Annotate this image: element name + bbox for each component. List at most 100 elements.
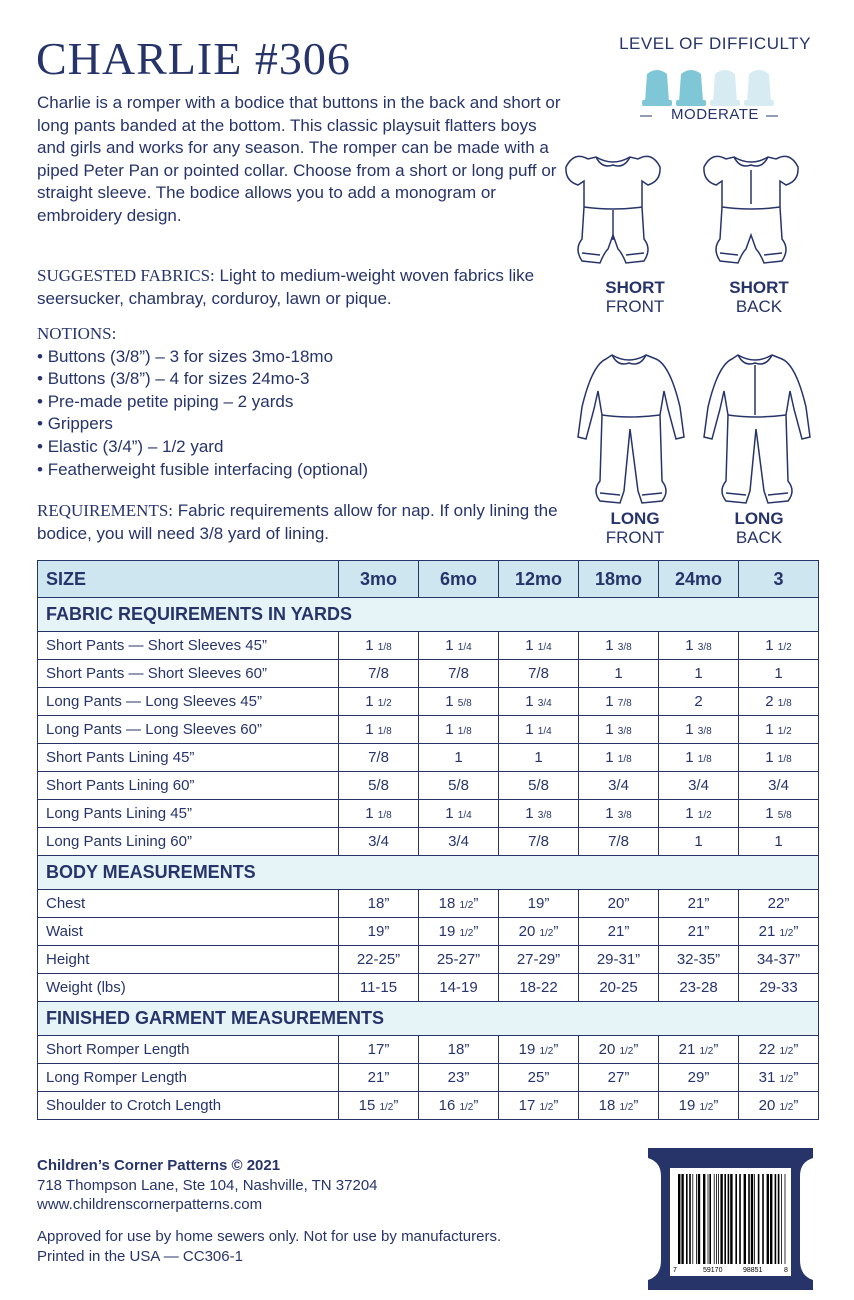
bar-line (743, 1174, 746, 1264)
bar-line (686, 1174, 688, 1264)
value-cell: 21” (658, 889, 739, 918)
bar-line (739, 1174, 741, 1264)
value-cell: 1 1/8 (418, 715, 499, 744)
value-cell: 1 (658, 827, 739, 856)
value-cell: 25-27” (418, 945, 499, 974)
row-label: Long Pants Lining 60” (37, 827, 339, 856)
bar-line (754, 1174, 755, 1264)
text: Light to medium-weight woven fabrics lik… (37, 266, 535, 308)
row-label: Weight (lbs) (37, 973, 339, 1002)
value-cell: 1 1/2 (658, 799, 739, 828)
value-cell: 1 3/8 (578, 631, 659, 660)
row-label: Short Pants — Short Sleeves 60” (37, 659, 339, 688)
data-row: Height 22-25” 25-27” 27-29” 29-31” 32-35” 34-3… (37, 945, 819, 974)
value-cell: 21” (338, 1063, 419, 1092)
value-cell: 14-19 (418, 973, 499, 1002)
value-cell: 1 1/8 (338, 715, 419, 744)
bar-line (713, 1174, 715, 1264)
value-cell: 1 1/2 (338, 687, 419, 716)
row-label: Long Romper Length (37, 1063, 339, 1092)
row-label: Short Pants Lining 45” (37, 743, 339, 772)
bar-line (774, 1174, 777, 1264)
value-cell: 3/4 (338, 827, 419, 856)
value-cell: 18” (338, 889, 419, 918)
value-cell: 31 1/2” (738, 1063, 819, 1092)
value-cell: 1 1/8 (578, 743, 659, 772)
value-cell: 25” (498, 1063, 579, 1092)
value-cell: 27-29” (498, 945, 579, 974)
value-cell: 29” (658, 1063, 739, 1092)
header-row: SIZE 3mo 6mo 12mo 18mo 24mo 3 (37, 560, 819, 598)
requirements: REQUIREMENTS: Fabric requirements allow … (37, 500, 567, 545)
intro: Charlie is a romper with a bodice that b… (37, 93, 561, 225)
value-cell: 20 1/2” (738, 1091, 819, 1120)
value-cell: 32-35” (658, 945, 739, 974)
value-cell: 1 (498, 743, 579, 772)
notion-item: Featherweight fusible interfacing (optio… (37, 459, 567, 482)
header-cell: 12mo (498, 560, 579, 598)
view-line2: BACK (735, 528, 783, 547)
row-label: Chest (37, 889, 339, 918)
row-label: Short Pants — Short Sleeves 45” (37, 631, 339, 660)
value-cell: 11-15 (338, 973, 419, 1002)
label: NOTIONS: (37, 324, 117, 343)
value-cell: 22” (738, 889, 819, 918)
suggested-fabrics: SUGGESTED FABRICS: Light to medium-weigh… (37, 265, 567, 310)
value-cell: 20 1/2” (578, 1035, 659, 1064)
bar-line (766, 1174, 769, 1264)
value-cell: 18 1/2” (418, 889, 499, 918)
value-cell: 18 1/2” (578, 1091, 659, 1120)
view-line1: LONG (734, 509, 784, 528)
value-cell: 1 1/8 (338, 631, 419, 660)
title: CHARLIE #306 (36, 33, 351, 84)
view-label: LONG FRONT (585, 509, 685, 547)
data-row: Waist 19” 19 1/2” 20 1/2” 21” 21” 21 1/2” (37, 917, 819, 946)
view-line1: LONG (610, 509, 660, 528)
label: SUGGESTED FABRICS: (37, 266, 215, 285)
barcode-digit: 8 (784, 1267, 788, 1274)
bar-line (689, 1174, 691, 1264)
value-cell: 17” (338, 1035, 419, 1064)
bar-line (709, 1174, 711, 1264)
bar-line (748, 1174, 750, 1264)
data-row: Short Romper Length 17” 18” 19 1/2” 20 1/2” 2… (37, 1035, 819, 1064)
data-row: Long Romper Length 21” 23” 25” 27” 29” 31 1/2” (37, 1063, 819, 1092)
value-cell: 23-28 (658, 973, 739, 1002)
value-cell: 7/8 (498, 659, 579, 688)
value-cell: 1 1/8 (338, 799, 419, 828)
value-cell: 2 (658, 687, 739, 716)
barcode-digit: 98851 (743, 1267, 763, 1274)
data-row: Short Pants — Short Sleeves 60” 7/8 7/8 7/8… (37, 659, 819, 688)
value-cell: 1 1/4 (418, 631, 499, 660)
value-cell: 16 1/2” (418, 1091, 499, 1120)
size-table: SIZE 3mo 6mo 12mo 18mo 24mo 3 FABRIC REQUIREMEN… (37, 560, 819, 1120)
value-cell: 1 5/8 (418, 687, 499, 716)
barcode: 7 59170 98851 8 (648, 1148, 813, 1290)
value-cell: 34-37” (738, 945, 819, 974)
difficulty-graphic (640, 70, 778, 117)
view-line1: SHORT (605, 278, 665, 297)
notion-item: Grippers (37, 413, 567, 436)
value-cell: 7/8 (498, 827, 579, 856)
header-cell: 3mo (338, 560, 419, 598)
value-cell: 17 1/2” (498, 1091, 579, 1120)
data-row: Long Pants Lining 60” 3/4 3/4 7/8 7/8 1 1 (37, 827, 819, 856)
value-cell: 1 7/8 (578, 687, 659, 716)
bar-line (784, 1174, 786, 1264)
value-cell: 21 1/2” (738, 917, 819, 946)
view-label: SHORT BACK (709, 278, 809, 316)
bar-line (777, 1174, 780, 1264)
printed: Printed in the USA — CC306-1 (37, 1247, 243, 1265)
value-cell: 19 1/2” (658, 1091, 739, 1120)
bar-line (724, 1174, 726, 1264)
value-cell: 7/8 (338, 659, 419, 688)
value-cell: 5/8 (418, 771, 499, 800)
barcode-digit: 7 (673, 1267, 677, 1274)
row-label: Short Pants Lining 60” (37, 771, 339, 800)
view-line2: FRONT (605, 528, 665, 547)
website: www.childrenscornerpatterns.com (37, 1196, 263, 1213)
section-row: FINISHED GARMENT MEASUREMENTS (37, 1001, 819, 1036)
bar-line (697, 1174, 701, 1264)
data-row: Long Pants Lining 45” 1 1/8 1 1/4 1 3/8 1 3/… (37, 799, 819, 828)
value-cell: 20-25 (578, 973, 659, 1002)
